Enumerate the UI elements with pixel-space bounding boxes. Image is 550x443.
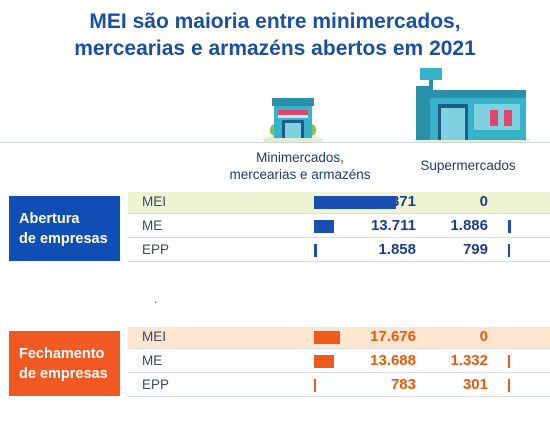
row-divider (128, 348, 550, 349)
header-divider (0, 142, 550, 143)
group-label-line-1: Fechamento (19, 345, 105, 362)
value-minimercados: 1.858 (378, 241, 416, 258)
title-line-1: MEI são maioria entre minimercados, (89, 10, 461, 33)
column-header-line-1: Minimercados, (256, 150, 344, 165)
table-row: MEI 17.676 0 (128, 327, 550, 349)
row-divider (128, 396, 550, 397)
row-divider (128, 372, 550, 373)
value-supermercados: 301 (462, 376, 488, 393)
value-supermercados: 799 (462, 241, 488, 258)
bar-supermercados (508, 355, 510, 368)
value-supermercados: 1.332 (450, 352, 488, 369)
stray-mark: . (154, 292, 158, 306)
value-minimercados: 783 (390, 376, 416, 393)
bar-minimercados (314, 220, 334, 233)
value-minimercados: 17.676 (370, 328, 416, 345)
table-row: EPP 1.858 799 (128, 240, 550, 262)
row-divider (128, 261, 550, 262)
category-label: EPP (142, 242, 170, 257)
group-label-line-1: Abertura (19, 210, 80, 227)
value-supermercados: 0 (479, 193, 488, 210)
group-label-line-2: de empresas (19, 230, 108, 247)
table-row: ME 13.711 1.886 (128, 216, 550, 238)
row-divider (128, 213, 550, 214)
value-minimercados: 13.688 (370, 352, 416, 369)
bar-minimercados (314, 196, 396, 209)
column-header-supermercados: Supermercados (420, 158, 516, 173)
column-header-line-2: mercearias e armazéns (229, 167, 371, 182)
group-label-abertura: Abertura de empresas (9, 196, 120, 261)
bar-supermercados (508, 220, 511, 233)
bar-minimercados (314, 244, 317, 257)
value-minimercados: 13.711 (370, 217, 416, 234)
bar-minimercados (314, 331, 340, 344)
group-label-fechamento: Fechamento de empresas (9, 331, 120, 396)
chart-title: MEI são maioria entre minimercados, merc… (0, 8, 550, 62)
table-row: MEI 56.371 0 (128, 192, 550, 214)
category-label: EPP (142, 377, 170, 392)
value-supermercados: 1.886 (450, 217, 488, 234)
bar-supermercados (508, 379, 510, 392)
category-label: MEI (142, 329, 167, 344)
column-header-minimercados: Minimercados, mercearias e armazéns (205, 149, 395, 183)
group-label-line-2: de empresas (19, 365, 108, 382)
row-divider (128, 237, 550, 238)
value-supermercados: 0 (479, 328, 488, 345)
supermarket-icon (412, 66, 530, 145)
table-row: ME 13.688 1.332 (128, 351, 550, 373)
category-label: ME (142, 218, 163, 233)
bar-supermercados (508, 244, 510, 257)
table-row: EPP 783 301 (128, 375, 550, 397)
bar-minimercados (314, 355, 334, 368)
category-label: ME (142, 353, 163, 368)
small-store-icon (262, 96, 324, 145)
category-label: MEI (142, 194, 167, 209)
title-line-2: mercearias e armazéns abertos em 2021 (74, 37, 476, 60)
bar-minimercados (314, 379, 316, 392)
